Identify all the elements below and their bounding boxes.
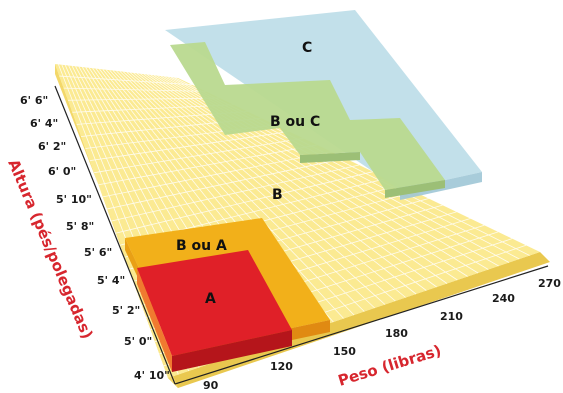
y-tick-label: 5' 8" (66, 220, 94, 233)
x-tick-label: 180 (385, 327, 408, 340)
x-tick-label: 90 (203, 379, 219, 389)
y-tick-label: 5' 0" (124, 335, 152, 348)
y-tick-label: 5' 2" (112, 304, 140, 317)
x-tick-label: 270 (538, 277, 561, 290)
zone-label-b-or-a: B ou A (176, 238, 227, 254)
zone-label-b-or-c: B ou C (270, 114, 320, 130)
y-tick-label: 6' 6" (20, 94, 48, 107)
y-tick-label: 6' 2" (38, 140, 66, 153)
x-tick-label: 150 (333, 345, 356, 358)
x-tick-label: 240 (492, 292, 515, 305)
y-tick-label: 5' 10" (56, 193, 92, 206)
y-tick-label: 6' 4" (30, 117, 58, 130)
zone-label-c: C (302, 40, 312, 56)
zone-label-a: A (205, 291, 216, 307)
y-tick-label: 6' 0" (48, 165, 76, 178)
y-tick-label: 5' 6" (84, 246, 112, 259)
y-tick-label: 4' 10" (134, 369, 170, 382)
y-tick-label: 5' 4" (97, 274, 125, 287)
y-axis-title: Altura (pés/polegadas) (4, 157, 96, 342)
x-tick-label: 210 (440, 310, 463, 323)
x-tick-label: 120 (270, 360, 293, 373)
zone-label-b: B (272, 187, 283, 203)
